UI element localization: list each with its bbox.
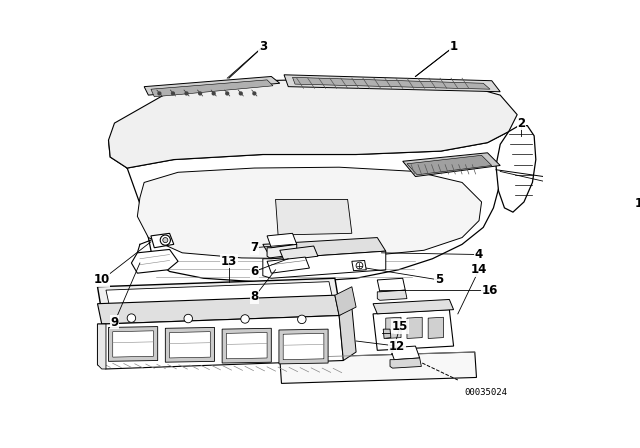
Polygon shape: [97, 278, 339, 312]
Polygon shape: [378, 290, 407, 300]
Polygon shape: [390, 358, 421, 368]
Polygon shape: [267, 244, 297, 258]
Polygon shape: [280, 246, 318, 260]
Polygon shape: [403, 153, 500, 177]
Polygon shape: [113, 331, 154, 357]
Polygon shape: [428, 317, 444, 338]
Circle shape: [171, 91, 175, 95]
Polygon shape: [335, 287, 356, 315]
Polygon shape: [97, 324, 106, 369]
Text: 00035024: 00035024: [464, 388, 507, 397]
Polygon shape: [97, 295, 339, 324]
Circle shape: [356, 262, 363, 269]
Circle shape: [198, 91, 202, 95]
Text: 12: 12: [388, 340, 405, 353]
Polygon shape: [339, 307, 356, 361]
Text: 1: 1: [449, 40, 458, 53]
Polygon shape: [97, 315, 344, 369]
Text: 8: 8: [250, 290, 259, 303]
Polygon shape: [263, 237, 386, 259]
Polygon shape: [267, 233, 297, 248]
Polygon shape: [276, 199, 352, 235]
Polygon shape: [109, 327, 157, 362]
Polygon shape: [267, 257, 310, 273]
Polygon shape: [390, 346, 420, 360]
Polygon shape: [352, 260, 366, 271]
Circle shape: [184, 314, 193, 323]
Polygon shape: [222, 328, 271, 363]
Polygon shape: [373, 310, 454, 350]
Text: 14: 14: [471, 263, 487, 276]
Circle shape: [160, 235, 170, 245]
Text: 16: 16: [482, 284, 498, 297]
Text: 15: 15: [392, 320, 408, 333]
Polygon shape: [151, 80, 273, 97]
Polygon shape: [131, 250, 178, 273]
Circle shape: [225, 91, 229, 95]
Polygon shape: [227, 332, 267, 359]
Text: 9: 9: [110, 316, 118, 329]
Circle shape: [212, 91, 216, 95]
Polygon shape: [280, 352, 477, 383]
Polygon shape: [263, 251, 386, 278]
Polygon shape: [383, 329, 391, 338]
Text: 4: 4: [475, 248, 483, 261]
Polygon shape: [109, 78, 517, 168]
Circle shape: [184, 91, 189, 95]
Circle shape: [241, 314, 249, 323]
Polygon shape: [144, 77, 280, 95]
Text: 10: 10: [93, 273, 110, 286]
Circle shape: [298, 315, 306, 323]
Text: 7: 7: [250, 241, 259, 254]
Text: 3: 3: [259, 40, 267, 53]
Circle shape: [157, 91, 161, 95]
Polygon shape: [165, 327, 214, 362]
Circle shape: [252, 91, 257, 95]
Polygon shape: [279, 329, 328, 364]
Polygon shape: [151, 233, 174, 248]
Text: 5: 5: [435, 273, 444, 286]
Polygon shape: [407, 317, 422, 338]
Polygon shape: [170, 332, 211, 358]
Polygon shape: [407, 155, 492, 175]
Circle shape: [239, 91, 243, 95]
Polygon shape: [284, 75, 500, 92]
Polygon shape: [496, 125, 536, 212]
Polygon shape: [106, 282, 333, 310]
Polygon shape: [138, 167, 481, 259]
Polygon shape: [386, 317, 401, 338]
Polygon shape: [378, 278, 405, 292]
Circle shape: [127, 314, 136, 323]
Polygon shape: [283, 333, 324, 360]
Text: 13: 13: [221, 255, 237, 268]
Circle shape: [163, 237, 168, 243]
Text: 6: 6: [250, 265, 259, 278]
Text: 11: 11: [634, 197, 640, 210]
Text: 2: 2: [517, 116, 525, 129]
Polygon shape: [109, 132, 509, 282]
Polygon shape: [292, 78, 490, 89]
Polygon shape: [373, 299, 454, 314]
